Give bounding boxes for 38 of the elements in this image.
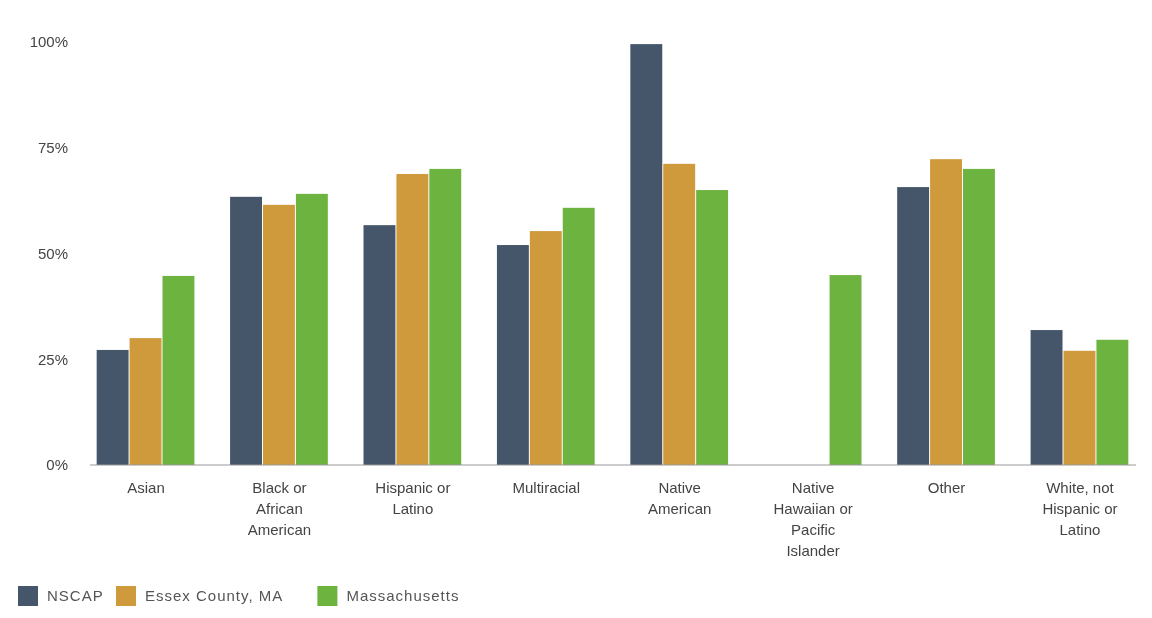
bar — [96, 349, 129, 465]
x-tick-label: Asian — [127, 479, 165, 496]
bar — [663, 163, 696, 465]
bar — [496, 245, 529, 465]
bar — [162, 275, 195, 465]
x-tick-label: White, not Hispanic or Latino — [1042, 479, 1118, 538]
x-tick-label: Native Hawaiian or Pacific Islander — [773, 479, 853, 559]
x-tick-label: Hispanic or Latino — [375, 479, 451, 517]
bar — [295, 193, 328, 465]
x-tick-label: Black or African American — [247, 479, 312, 538]
x-tick-label: Native American — [648, 479, 712, 517]
bar — [129, 338, 162, 465]
x-tick-label: Other — [927, 479, 966, 496]
bar — [529, 231, 562, 465]
bar — [396, 173, 429, 465]
bar — [897, 187, 930, 465]
bar — [630, 44, 663, 465]
y-tick-label: 25% — [37, 350, 68, 368]
y-tick-label: 50% — [37, 244, 68, 262]
bar — [696, 190, 729, 465]
y-tick-label: 75% — [37, 139, 68, 156]
legend-label: NSCAP — [47, 587, 104, 604]
x-tick-label: Multiracial — [512, 479, 581, 496]
bar — [363, 225, 396, 465]
bar — [930, 159, 962, 465]
bar — [1096, 339, 1129, 465]
bar — [562, 207, 595, 465]
bar — [963, 168, 995, 465]
bar — [1063, 350, 1096, 465]
bar — [829, 275, 862, 465]
legend-label: Essex County, MA — [145, 587, 284, 604]
legend-label: Massachusetts — [346, 587, 460, 604]
bar — [429, 168, 462, 465]
bar — [230, 196, 262, 465]
y-tick-label: 100% — [29, 33, 68, 51]
bar — [1030, 330, 1063, 465]
bar — [263, 204, 295, 465]
y-tick-label: 0% — [46, 456, 68, 474]
